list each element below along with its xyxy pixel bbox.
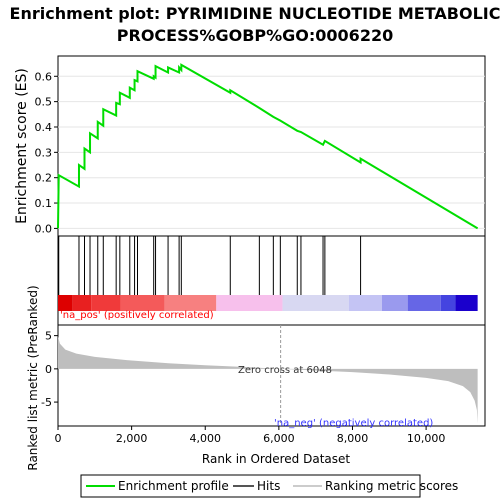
x-tick-label: 0 (55, 432, 62, 445)
neg-correlated-label: 'na_neg' (negatively correlated) (274, 418, 433, 429)
color-bar-segment (440, 295, 456, 311)
chart-title-line2: PROCESS%GOBP%GO:0006220 (117, 26, 393, 45)
metric-y-axis-label: Ranked list metric (PreRanked) (26, 285, 40, 470)
color-bar-segment (282, 295, 349, 311)
metric-tick-label: 0 (45, 363, 52, 376)
color-bar-segment (455, 295, 478, 311)
rank-color-bar (58, 295, 478, 311)
x-tick-label: 4,000 (189, 432, 221, 445)
es-tick-label: 0.4 (35, 121, 53, 134)
metric-y-axis: 5 0 -5 (41, 330, 58, 409)
es-tick-label: 0.5 (35, 96, 53, 109)
x-tick-label: 10,000 (407, 432, 446, 445)
es-line-group (57, 63, 479, 230)
color-bar-segment (407, 295, 441, 311)
color-bar-segment (58, 295, 73, 311)
es-panel (57, 55, 486, 237)
pos-correlated-label: 'na_pos' (positively correlated) (60, 310, 214, 321)
es-y-axis: 0.0 0.1 0.2 0.3 0.4 0.5 0.6 (35, 70, 58, 235)
es-line (57, 63, 479, 230)
color-bar-segment (91, 295, 121, 311)
x-tick-label: 8,000 (337, 432, 369, 445)
chart-title-line1: Enrichment plot: PYRIMIDINE NUCLEOTIDE M… (10, 4, 500, 23)
color-bar-segment (164, 295, 217, 311)
color-bar-segment (72, 295, 92, 311)
es-y-axis-label: Enrichment score (ES) (14, 68, 30, 224)
zero-cross-label: Zero cross at 6048 (238, 365, 332, 376)
x-axis-label: Rank in Ordered Dataset (202, 452, 350, 466)
es-tick-label: 0.3 (35, 146, 53, 159)
es-tick-label: 0.2 (35, 172, 53, 185)
hit-marks (58, 236, 362, 295)
x-tick-label: 6,000 (263, 432, 295, 445)
x-tick-label: 2,000 (116, 432, 148, 445)
es-tick-label: 0.6 (35, 70, 53, 83)
legend: Enrichment profile Hits Ranking metric s… (80, 474, 458, 498)
legend-hits-label: Hits (257, 479, 280, 493)
es-tick-label: 0.0 (35, 222, 53, 235)
legend-enrichment-label: Enrichment profile (118, 479, 229, 493)
legend-ranking-label: Ranking metric scores (325, 479, 458, 493)
x-axis: 0 2,000 4,000 6,000 8,000 10,000 (55, 426, 446, 445)
metric-tick-label: 5 (45, 330, 52, 343)
color-bar-segment (216, 295, 283, 311)
color-bar-segment (381, 295, 408, 311)
es-tick-label: 0.1 (35, 197, 53, 210)
color-bar-segment (120, 295, 165, 311)
es-gridlines (58, 75, 485, 229)
color-bar-segment (348, 295, 382, 311)
metric-tick-label: -5 (41, 396, 52, 409)
